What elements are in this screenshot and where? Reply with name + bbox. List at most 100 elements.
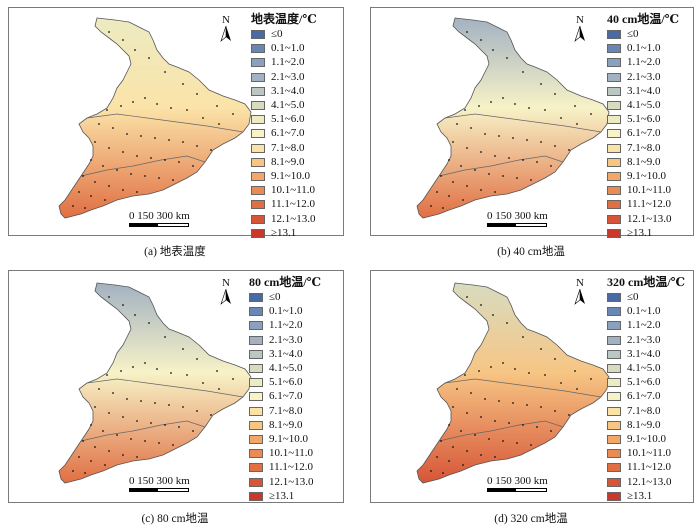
station-dot: [82, 440, 84, 442]
station-dot: [470, 392, 472, 394]
legend-label: 2.1~3.0: [627, 70, 661, 83]
station-dot: [460, 165, 462, 167]
station-dot: [508, 422, 510, 424]
station-dot: [130, 173, 132, 175]
station-dot: [144, 440, 146, 442]
station-dot: [466, 412, 468, 414]
legend-label: 2.1~3.0: [269, 333, 303, 346]
legend-label: 7.1~8.0: [627, 141, 661, 154]
legend-swatch: [249, 491, 263, 501]
legend-label: 11.1~12.0: [269, 461, 314, 474]
legend-swatch: [607, 364, 621, 373]
station-dot: [464, 374, 466, 376]
legend-swatch: [251, 115, 265, 125]
legend-swatch: [249, 406, 263, 416]
station-dot: [170, 107, 172, 109]
station-dot: [84, 207, 86, 209]
station-dot: [168, 404, 170, 406]
legend-label: 3.1~4.0: [269, 347, 303, 360]
station-dot: [94, 406, 96, 408]
station-dot: [590, 378, 592, 380]
station-dot: [102, 165, 104, 167]
station-dot: [148, 57, 150, 59]
station-dot: [448, 424, 450, 426]
legend-label: 8.1~9.0: [269, 418, 303, 431]
legend-label: 11.1~12.0: [627, 461, 672, 474]
legend-label: 10.1~11.0: [627, 447, 672, 460]
legend-label: 2.1~3.0: [271, 70, 305, 83]
legend-label: 9.1~10.0: [627, 433, 666, 445]
legend-swatch: [249, 392, 263, 402]
legend-swatch: [251, 30, 265, 39]
legend-swatch: [251, 143, 265, 153]
legend-swatch: [251, 200, 265, 210]
station-dot: [478, 370, 480, 372]
legend-swatch: [607, 349, 621, 359]
legend-b: 40 cm地温/℃ ≤0 0.1~1.0 1.1~2.0 2.1~3.0 3.1~4.0…: [607, 12, 679, 239]
legend-label: 10.1~11.0: [627, 184, 672, 197]
station-dot: [478, 105, 480, 107]
station-dot: [522, 336, 524, 338]
scale-bar: 0 150 300 km: [487, 210, 587, 230]
legend-swatch: [607, 143, 621, 153]
station-dot: [90, 159, 92, 161]
north-arrow: N: [570, 277, 590, 310]
legend-label: 1.1~2.0: [627, 56, 661, 69]
station-dot: [84, 472, 86, 474]
legend-label: 10.1~11.0: [271, 184, 316, 197]
legend-swatch: [607, 406, 621, 416]
station-dot: [522, 71, 524, 73]
station-dot: [530, 179, 532, 181]
legend-a: 地表温度/℃ ≤0 0.1~1.0 1.1~2.0 2.1~3.0 3.1~4.0 4.1…: [251, 12, 317, 239]
station-dot: [150, 422, 152, 424]
legend-label: 3.1~4.0: [627, 347, 661, 360]
legend-swatch: [607, 101, 621, 110]
legend-swatch: [607, 86, 621, 96]
legend-title: 320 cm地温/℃: [607, 275, 686, 289]
legend-c: 80 cm地温/℃ ≤0 0.1~1.0 1.1~2.0 2.1~3.0 3.1~4.0…: [249, 275, 321, 502]
legend-label: 4.1~5.0: [627, 362, 661, 374]
station-dot: [196, 358, 198, 360]
station-dot: [232, 113, 234, 115]
station-dot: [168, 139, 170, 141]
province-boundary: [444, 113, 602, 133]
legend-swatch: [607, 335, 621, 345]
legend-title: 地表温度/℃: [251, 12, 317, 26]
legend-swatch: [607, 463, 621, 473]
caption-b: (b) 40 cm地温: [497, 246, 565, 258]
station-dot: [108, 296, 110, 298]
caption-c: (c) 80 cm地温: [141, 513, 209, 525]
station-dot: [576, 123, 578, 125]
station-dot: [462, 464, 464, 466]
station-dot: [144, 362, 146, 364]
station-dot: [492, 49, 494, 51]
legend-label: 0.1~1.0: [627, 42, 661, 55]
station-dot: [106, 109, 108, 111]
station-dot: [544, 374, 546, 376]
legend-swatch: [607, 477, 621, 487]
legend-swatch: [607, 449, 621, 459]
legend-swatch: [249, 293, 263, 302]
station-dot: [452, 141, 454, 143]
station-dot: [554, 93, 556, 95]
station-dot: [474, 434, 476, 436]
station-dot: [448, 195, 450, 197]
region-outline: [416, 282, 610, 484]
station-dot: [456, 123, 458, 125]
region-outline: [58, 17, 252, 219]
station-dot: [116, 169, 118, 171]
station-dot: [494, 155, 496, 157]
station-dot: [140, 135, 142, 137]
station-dot: [164, 424, 166, 426]
station-dot: [462, 199, 464, 201]
station-dot: [156, 103, 158, 105]
station-dot: [452, 446, 454, 448]
station-dot: [132, 366, 134, 368]
station-dot: [494, 456, 496, 458]
legend-swatch: [249, 449, 263, 459]
station-dot: [94, 181, 96, 183]
station-dot: [466, 450, 468, 452]
station-dot: [122, 454, 124, 456]
legend-swatch: [607, 228, 621, 238]
station-dot: [116, 434, 118, 436]
